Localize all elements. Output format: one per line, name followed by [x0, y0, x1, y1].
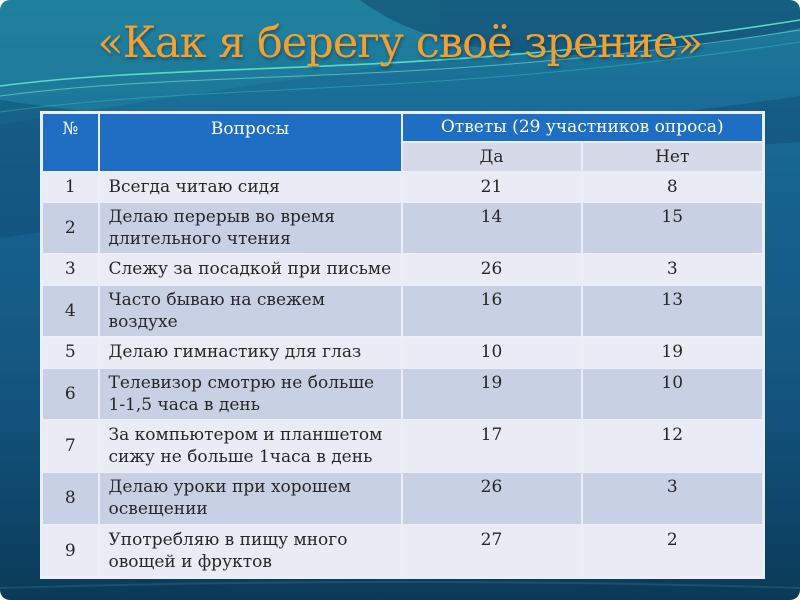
table-row: 2 Делаю перерыв во время длительного чтен…: [40, 200, 765, 255]
row-number-cell: 5: [40, 335, 100, 369]
row-number-cell: 3: [40, 252, 100, 286]
question-cell: Всегда читаю сидя: [97, 170, 403, 203]
column-header-number: №: [40, 111, 100, 173]
row-number-cell: 9: [40, 523, 100, 579]
row-number-cell: 1: [40, 170, 100, 203]
table-row: 3 Слежу за посадкой при письме 26 3: [40, 252, 765, 286]
yes-count-cell: 26: [400, 252, 583, 286]
no-count-cell: 15: [580, 200, 765, 255]
yes-count-cell: 27: [400, 523, 583, 579]
question-cell: Часто бываю на свежем воздухе: [97, 283, 403, 338]
table-row: 8 Делаю уроки при хорошем освещении 26 3: [40, 471, 765, 526]
no-count-cell: 12: [580, 419, 765, 474]
yes-count-cell: 16: [400, 283, 583, 338]
row-number-cell: 8: [40, 471, 100, 526]
table-row: 1 Всегда читаю сидя 21 8: [40, 170, 765, 203]
no-count-cell: 8: [580, 170, 765, 203]
question-cell: Телевизор смотрю не больше 1-1,5 часа в …: [97, 366, 403, 422]
table-row: 7 За компьютером и планшетом сижу не боль…: [40, 419, 765, 474]
question-cell: Слежу за посадкой при письме: [97, 252, 403, 286]
row-number-cell: 4: [40, 283, 100, 338]
table-row: 5 Делаю гимнастику для глаз 10 19: [40, 335, 765, 369]
yes-count-cell: 17: [400, 419, 583, 474]
table-row: 6 Телевизор смотрю не больше 1-1,5 часа в…: [40, 366, 765, 422]
column-header-no: Нет: [580, 140, 765, 173]
no-count-cell: 13: [580, 283, 765, 338]
yes-count-cell: 19: [400, 366, 583, 422]
table-row: 9 Употребляю в пищу много овощей и фрукто…: [40, 523, 765, 579]
question-cell: Делаю гимнастику для глаз: [97, 335, 403, 369]
row-number-cell: 6: [40, 366, 100, 422]
row-number-cell: 7: [40, 419, 100, 474]
no-count-cell: 3: [580, 252, 765, 286]
survey-results-table: № Вопросы Ответы (29 участников опроса) …: [40, 111, 765, 580]
no-count-cell: 2: [580, 523, 765, 579]
column-header-yes: Да: [400, 140, 583, 173]
no-count-cell: 10: [580, 366, 765, 422]
table-row: 4 Часто бываю на свежем воздухе 16 13: [40, 283, 765, 338]
column-header-questions: Вопросы: [97, 111, 403, 173]
row-number-cell: 2: [40, 200, 100, 255]
question-cell: За компьютером и планшетом сижу не больш…: [97, 419, 403, 474]
question-cell: Употребляю в пищу много овощей и фруктов: [97, 523, 403, 579]
slide-title: «Как я берегу своё зрение»: [97, 18, 703, 68]
survey-table-body: 1 Всегда читаю сидя 21 8 2 Делаю перерыв во в…: [40, 170, 765, 579]
question-cell: Делаю перерыв во время длительного чтени…: [97, 200, 403, 255]
yes-count-cell: 10: [400, 335, 583, 369]
yes-count-cell: 21: [400, 170, 583, 203]
yes-count-cell: 26: [400, 471, 583, 526]
no-count-cell: 3: [580, 471, 765, 526]
yes-count-cell: 14: [400, 200, 583, 255]
question-cell: Делаю уроки при хорошем освещении: [97, 471, 403, 526]
column-header-answers: Ответы (29 участников опроса): [400, 111, 765, 143]
no-count-cell: 19: [580, 335, 765, 369]
